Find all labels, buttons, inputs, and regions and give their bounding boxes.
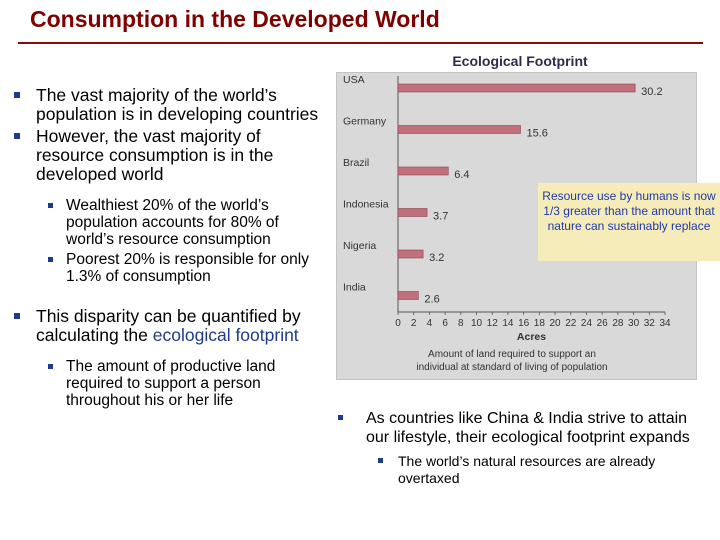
bullet-text: This disparity can be quantified by calc… bbox=[36, 306, 301, 345]
x-tick-label: 28 bbox=[612, 318, 624, 329]
sub-bullet-item: The amount of productive land required t… bbox=[10, 358, 320, 409]
bullet-item: However, the vast majority of resource c… bbox=[10, 127, 320, 184]
sub-bullet-item: Poorest 20% is responsible for only 1.3%… bbox=[10, 251, 320, 285]
bullet-square-icon bbox=[338, 415, 343, 420]
x-tick-label: 24 bbox=[581, 318, 593, 329]
bullet-square-icon bbox=[378, 458, 383, 463]
chart-title: Ecological Footprint bbox=[452, 53, 588, 69]
sub-bullet-text: The world’s natural resources are alread… bbox=[398, 453, 656, 486]
bar bbox=[397, 166, 449, 176]
x-tick-label: 0 bbox=[395, 318, 401, 329]
slide-title: Consumption in the Developed World bbox=[30, 6, 440, 32]
x-tick-label: 22 bbox=[565, 318, 577, 329]
data-label: 30.2 bbox=[641, 86, 662, 98]
right-bullet-list: As countries like China & India strive t… bbox=[334, 409, 714, 487]
chart-caption: Amount of land required to support an ind… bbox=[416, 349, 607, 373]
bullet-square-icon bbox=[14, 133, 20, 139]
x-tick-label: 8 bbox=[458, 318, 464, 329]
bar bbox=[397, 83, 636, 93]
title-underline bbox=[18, 42, 703, 44]
bar bbox=[397, 249, 424, 259]
caption-line: Amount of land required to support an bbox=[428, 349, 596, 360]
bar bbox=[397, 125, 521, 134]
data-label: 3.7 bbox=[433, 211, 448, 223]
bullet-square-icon bbox=[14, 313, 20, 319]
data-label: 15.6 bbox=[527, 128, 548, 140]
category-label: India bbox=[343, 282, 366, 294]
left-bullet-list: The vast majority of the world’s populat… bbox=[10, 86, 320, 412]
x-tick-label: 30 bbox=[628, 318, 640, 329]
bullet-text: As countries like China & India strive t… bbox=[366, 410, 690, 446]
data-label: 2.6 bbox=[424, 294, 439, 306]
sub-bullet-item: Wealthiest 20% of the world’s population… bbox=[10, 197, 320, 248]
bullet-text: The vast majority of the world’s populat… bbox=[36, 85, 319, 124]
x-tick-label: 4 bbox=[427, 318, 433, 329]
sub-bullet-item: The world’s natural resources are alread… bbox=[334, 453, 714, 487]
x-tick-label: 26 bbox=[597, 318, 609, 329]
data-label: 3.2 bbox=[429, 252, 444, 264]
x-tick-label: 16 bbox=[518, 318, 530, 329]
sub-bullet-text: Poorest 20% is responsible for only 1.3%… bbox=[66, 251, 309, 285]
bullet-square-icon bbox=[48, 364, 53, 369]
caption-line: individual at standard of living of popu… bbox=[416, 362, 607, 373]
category-label: Nigeria bbox=[343, 240, 376, 252]
x-tick-label: 14 bbox=[502, 318, 514, 329]
bullet-item: The vast majority of the world’s populat… bbox=[10, 86, 320, 124]
data-label: 6.4 bbox=[454, 169, 469, 181]
bullet-square-icon bbox=[14, 92, 20, 98]
sub-bullet-text: Wealthiest 20% of the world’s population… bbox=[66, 197, 279, 248]
x-tick-label: 2 bbox=[411, 318, 417, 329]
category-label: USA bbox=[343, 74, 365, 86]
x-tick-label: 18 bbox=[534, 318, 546, 329]
bar bbox=[397, 208, 428, 217]
category-label: Brazil bbox=[343, 157, 369, 169]
bar bbox=[397, 291, 419, 300]
bullet-text: However, the vast majority of resource c… bbox=[36, 126, 274, 184]
x-tick-label: 12 bbox=[487, 318, 499, 329]
x-tick-label: 20 bbox=[549, 318, 561, 329]
x-axis-title: Acres bbox=[517, 331, 546, 343]
category-label: Germany bbox=[343, 116, 387, 128]
x-tick-label: 32 bbox=[644, 318, 656, 329]
x-tick-label: 6 bbox=[442, 318, 448, 329]
bullet-square-icon bbox=[48, 203, 53, 208]
category-label: Indonesia bbox=[343, 199, 389, 211]
bullet-square-icon bbox=[48, 257, 53, 262]
callout-box: Resource use by humans is now 1/3 greate… bbox=[538, 183, 720, 261]
bullet-item: This disparity can be quantified by calc… bbox=[10, 307, 320, 345]
bullet-item: As countries like China & India strive t… bbox=[334, 409, 714, 447]
sub-bullet-text: The amount of productive land required t… bbox=[66, 358, 276, 409]
ecological-footprint-term: ecological footprint bbox=[152, 325, 299, 345]
x-tick-label: 34 bbox=[659, 318, 671, 329]
x-tick-label: 10 bbox=[471, 318, 483, 329]
